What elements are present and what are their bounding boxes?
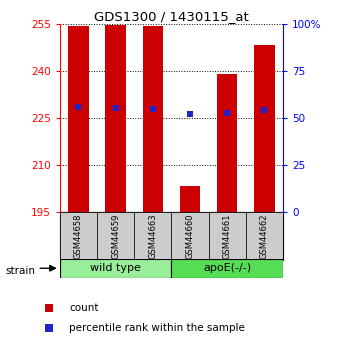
Bar <box>246 212 283 260</box>
Text: strain: strain <box>5 266 35 276</box>
Text: wild type: wild type <box>90 263 141 273</box>
Text: GSM44661: GSM44661 <box>223 214 232 259</box>
Text: apoE(-/-): apoE(-/-) <box>203 263 251 273</box>
Bar <box>180 186 200 212</box>
Bar <box>171 259 283 278</box>
Bar <box>60 212 97 260</box>
Text: GSM44660: GSM44660 <box>186 214 194 259</box>
Bar <box>68 26 89 212</box>
Bar <box>143 26 163 212</box>
Text: percentile rank within the sample: percentile rank within the sample <box>69 323 245 333</box>
Text: GSM44662: GSM44662 <box>260 214 269 259</box>
Bar <box>60 259 172 278</box>
Bar <box>254 45 275 212</box>
Title: GDS1300 / 1430115_at: GDS1300 / 1430115_at <box>94 10 249 23</box>
Text: GSM44658: GSM44658 <box>74 214 83 259</box>
Bar <box>97 212 134 260</box>
Text: GSM44663: GSM44663 <box>148 214 157 259</box>
Text: GSM44659: GSM44659 <box>111 214 120 259</box>
Bar <box>209 212 246 260</box>
Bar <box>134 212 171 260</box>
Text: count: count <box>69 303 99 313</box>
Bar <box>105 25 126 212</box>
Bar <box>171 212 209 260</box>
Bar <box>217 74 237 212</box>
